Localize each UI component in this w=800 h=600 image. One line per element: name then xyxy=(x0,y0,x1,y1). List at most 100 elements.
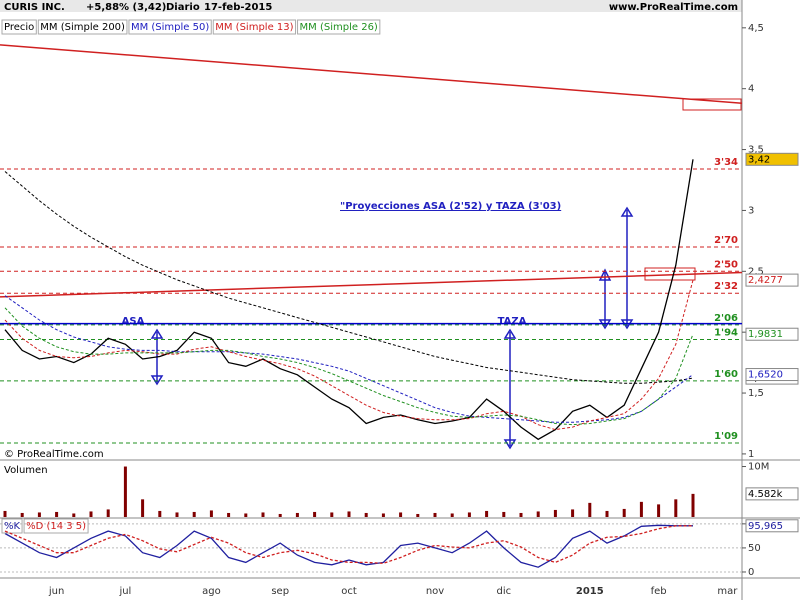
legend-entry: %D (14 3 5) xyxy=(26,521,86,532)
bar xyxy=(244,513,248,517)
y-tick-label: 1,5 xyxy=(748,388,764,399)
y-tick-label: 2,5 xyxy=(748,266,764,277)
x-tick-label: nov xyxy=(426,586,444,597)
bar xyxy=(295,512,299,517)
legend-box xyxy=(212,19,297,35)
series-line xyxy=(4,295,694,423)
x-tick-label: dic xyxy=(496,586,511,597)
legend-box xyxy=(1,19,37,35)
bar xyxy=(261,512,265,517)
bar xyxy=(571,509,575,517)
value-label-box xyxy=(745,327,799,341)
y-tick-label: 4 xyxy=(748,84,754,95)
legend-entry: MM (Simple 26) xyxy=(300,22,378,33)
bar xyxy=(364,512,368,517)
bar xyxy=(467,512,471,517)
bar xyxy=(141,499,145,517)
bar xyxy=(381,513,385,517)
bar xyxy=(37,512,41,517)
bar xyxy=(20,512,24,517)
series-line xyxy=(4,524,693,568)
legend-entry: MM (Simple 50) xyxy=(131,22,209,33)
bar xyxy=(192,511,196,517)
series-line xyxy=(4,279,694,431)
bar xyxy=(278,513,282,517)
y-tick-label: 50 xyxy=(748,543,761,554)
bar xyxy=(622,508,626,517)
x-tick-label: oct xyxy=(341,586,357,597)
level-label: 3'34 xyxy=(714,157,738,168)
value-label-box xyxy=(745,273,799,287)
arrows xyxy=(150,206,634,450)
panel-title: Volumen xyxy=(4,465,48,476)
copyright: © ProRealTime.com xyxy=(4,449,104,460)
bar xyxy=(433,512,437,517)
level-label: 2'06 xyxy=(714,313,738,324)
bar xyxy=(3,510,7,517)
bar xyxy=(89,511,93,517)
annotation: TAZA xyxy=(498,316,527,327)
annotation: ASA xyxy=(122,316,145,327)
bar xyxy=(416,513,420,517)
bar xyxy=(691,493,695,517)
bar xyxy=(347,511,351,517)
value-label-box xyxy=(745,368,799,382)
annotation: "Proyecciones ASA (2'52) y TAZA (3'03) xyxy=(340,201,561,212)
bar xyxy=(605,510,609,517)
legend-box xyxy=(1,518,23,534)
y-tick-label: 0 xyxy=(748,567,754,578)
bar xyxy=(519,512,523,517)
bar xyxy=(330,512,334,517)
y-tick-label: 1 xyxy=(748,449,754,460)
legend-entry: %K xyxy=(4,521,21,532)
bar xyxy=(106,509,110,517)
highlight-box xyxy=(682,98,742,111)
x-tick-label: mar xyxy=(717,586,738,597)
header-bar xyxy=(0,0,742,12)
value-label-box xyxy=(745,487,799,501)
trend-line xyxy=(0,271,743,298)
legend-box xyxy=(23,518,89,534)
x-tick-label: feb xyxy=(651,586,667,597)
bar xyxy=(450,513,454,517)
bar xyxy=(553,509,557,517)
level-label: 1'94 xyxy=(714,327,738,338)
bar xyxy=(502,511,506,517)
x-tick-label: ago xyxy=(202,586,221,597)
bar xyxy=(399,512,403,517)
level-label: 2'50 xyxy=(714,259,738,270)
value-label-box xyxy=(745,519,799,533)
series-line xyxy=(4,525,693,564)
level-label: 1'09 xyxy=(714,431,738,442)
bar xyxy=(485,510,489,517)
x-tick-label: jun xyxy=(48,586,64,597)
trend-line xyxy=(0,44,743,105)
value-label: 4.582k xyxy=(748,489,783,500)
level-label: 2'32 xyxy=(714,281,738,292)
series-line xyxy=(4,171,694,384)
bar xyxy=(158,510,162,517)
series-line xyxy=(4,159,694,441)
title: CURIS INC. xyxy=(4,2,65,13)
bar xyxy=(313,511,317,517)
x-tick-label: jul xyxy=(118,586,131,597)
bar xyxy=(639,501,643,517)
level-label: 1'60 xyxy=(714,369,738,380)
change: +5,88% (3,42) xyxy=(86,2,166,13)
value-label: 1,6520 xyxy=(748,370,783,381)
value-label: 3,42 xyxy=(748,154,770,165)
bar xyxy=(123,466,127,517)
bar xyxy=(55,511,59,517)
bar xyxy=(175,512,179,517)
level-label: 2'70 xyxy=(714,235,738,246)
bar xyxy=(72,513,76,517)
bar xyxy=(227,512,231,517)
bar xyxy=(536,511,540,517)
date: 17-feb-2015 xyxy=(204,2,272,13)
y-tick-label: 10M xyxy=(748,462,769,473)
y-tick-label: 4,5 xyxy=(748,23,764,34)
value-label: 95,965 xyxy=(748,521,783,532)
